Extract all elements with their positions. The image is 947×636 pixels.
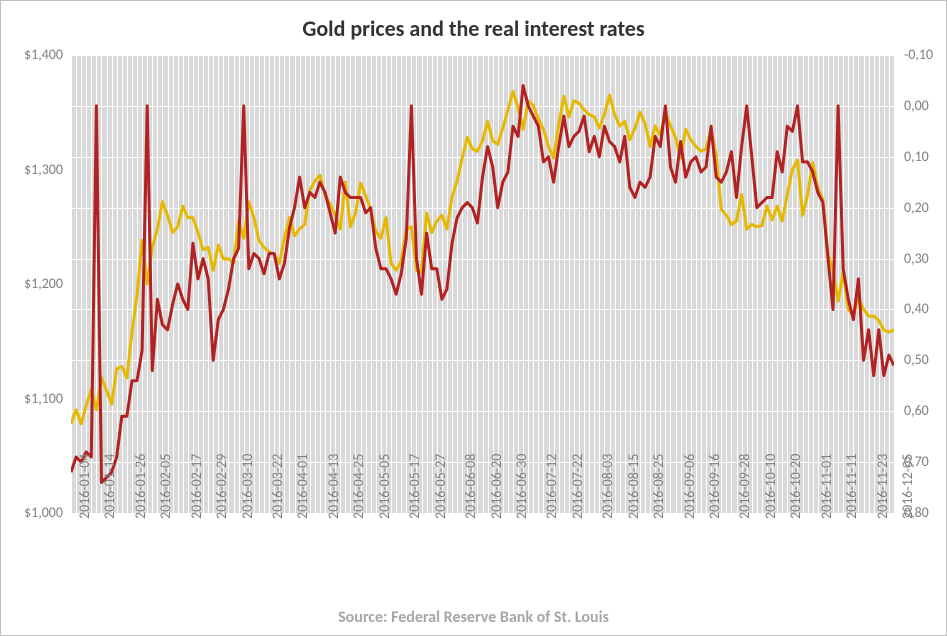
right-axis-tick-label: 0,10 bbox=[904, 148, 929, 165]
x-axis-tick-label: 2016-02-05 bbox=[157, 454, 174, 519]
left-axis-tick-label: $1,300 bbox=[24, 161, 63, 178]
x-axis-tick-label: 2016-03-10 bbox=[239, 454, 256, 519]
x-axis-tick-label: 2016-09-16 bbox=[706, 454, 723, 519]
x-axis-tick-label: 2016-01-14 bbox=[101, 454, 118, 519]
x-axis-tick-label: 2016-07-12 bbox=[543, 454, 560, 519]
x-axis-tick-label: 2016-05-05 bbox=[376, 454, 393, 519]
x-axis-tick-label: 2016-11-23 bbox=[874, 454, 891, 519]
x-axis-tick-label: 2016-08-03 bbox=[599, 454, 616, 519]
right-axis-tick-label: 0,40 bbox=[904, 300, 929, 317]
x-axis-tick-label: 2016-01-04 bbox=[76, 454, 93, 519]
chart-svg bbox=[71, 55, 894, 513]
gridline-vertical bbox=[894, 55, 895, 513]
x-axis-tick-label: 2016-10-20 bbox=[787, 454, 804, 519]
right-axis-tick-label: 0,50 bbox=[904, 351, 929, 368]
x-axis-tick-label: 2016-06-08 bbox=[462, 454, 479, 519]
x-axis-tick-label: 2016-09-06 bbox=[681, 454, 698, 519]
x-axis-tick-label: 2016-06-20 bbox=[488, 454, 505, 519]
right-axis-tick-label: 0,60 bbox=[904, 402, 929, 419]
right-axis-tick-label: -0,10 bbox=[904, 46, 933, 63]
left-axis-tick-label: $1,100 bbox=[24, 390, 63, 407]
x-axis-tick-label: 2016-08-25 bbox=[650, 454, 667, 519]
x-axis-tick-label: 2016-11-01 bbox=[818, 454, 835, 519]
x-axis-tick-label: 2016-07-22 bbox=[569, 454, 586, 519]
plot-area bbox=[71, 55, 894, 513]
x-axis-tick-label: 2016-06-30 bbox=[513, 454, 530, 519]
right-axis-tick-label: 0,00 bbox=[904, 97, 929, 114]
x-axis-tick-label: 2016-09-28 bbox=[736, 454, 753, 519]
right-axis-tick-label: 0,20 bbox=[904, 199, 929, 216]
x-axis-tick-label: 2016-10-10 bbox=[762, 454, 779, 519]
x-axis-tick-label: 2016-04-25 bbox=[350, 454, 367, 519]
x-axis-tick-label: 2016-02-17 bbox=[188, 454, 205, 519]
x-axis-tick-label: 2016-05-17 bbox=[406, 454, 423, 519]
x-axis-tick-label: 2016-03-22 bbox=[269, 454, 286, 519]
chart-container: Gold prices and the real interest rates … bbox=[0, 0, 947, 636]
left-axis-tick-label: $1,000 bbox=[24, 504, 63, 521]
x-axis-tick-label: 2016-04-01 bbox=[294, 454, 311, 519]
x-axis-tick-label: 2016-04-13 bbox=[325, 454, 342, 519]
source-label: Source: Federal Reserve Bank of St. Loui… bbox=[1, 608, 946, 627]
x-axis-tick-label: 2016-05-27 bbox=[432, 454, 449, 519]
x-axis-tick-label: 2016-11-11 bbox=[843, 454, 860, 519]
x-axis-tick-label: 2016-08-15 bbox=[625, 454, 642, 519]
left-axis-tick-label: $1,200 bbox=[24, 275, 63, 292]
x-axis-tick-label: 2016-02-29 bbox=[213, 454, 230, 519]
chart-title: Gold prices and the real interest rates bbox=[1, 15, 946, 42]
left-axis-tick-label: $1,400 bbox=[24, 46, 63, 63]
x-axis-tick-label: 2016-12-05 bbox=[899, 454, 916, 519]
real-rate-line bbox=[71, 86, 894, 483]
x-axis-tick-label: 2016-01-26 bbox=[132, 454, 149, 519]
right-axis-tick-label: 0,30 bbox=[904, 250, 929, 267]
